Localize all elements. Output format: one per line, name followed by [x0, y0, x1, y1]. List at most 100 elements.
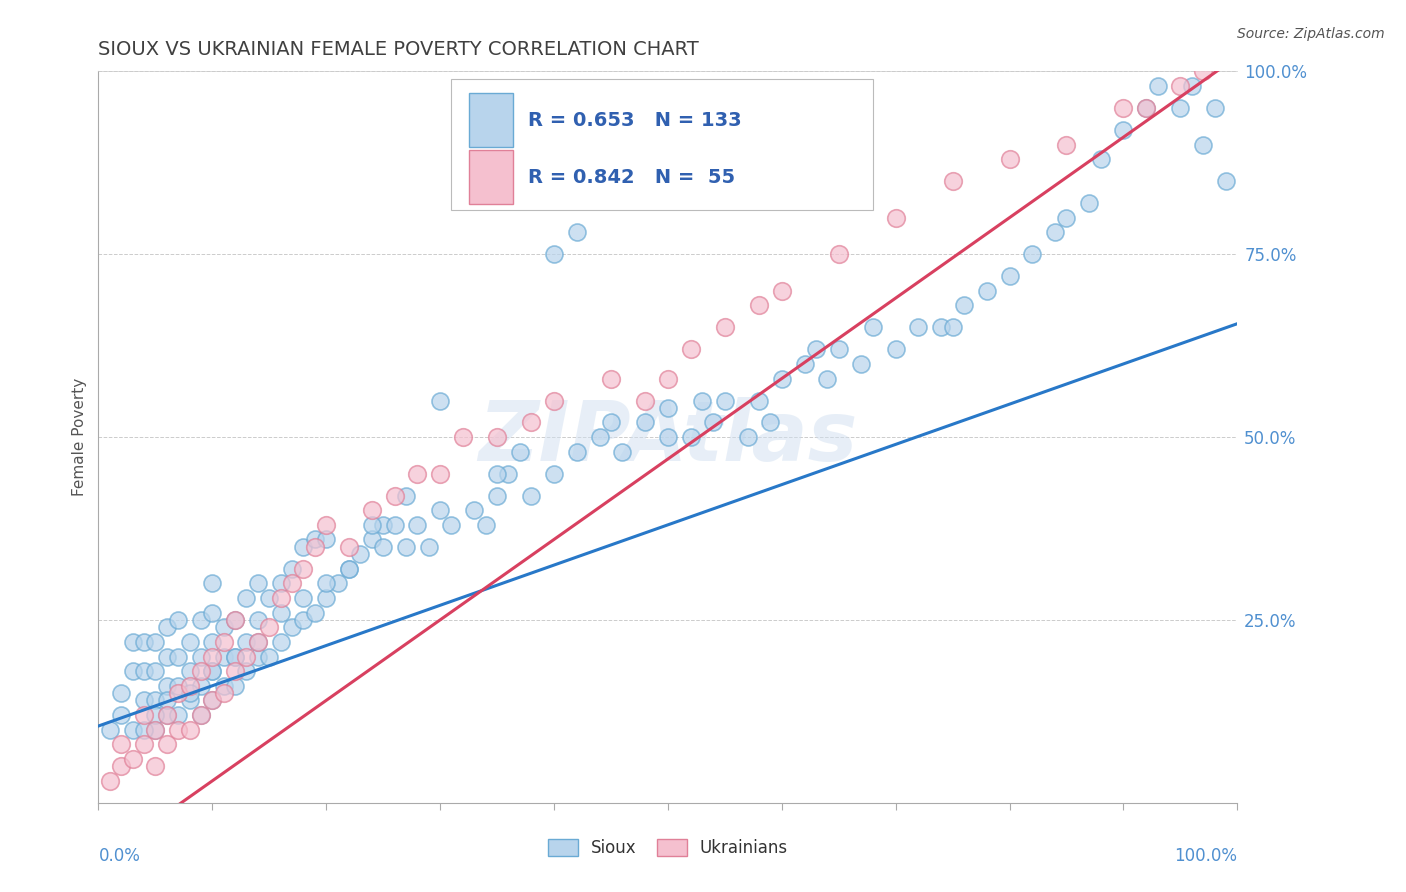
- Point: [1204, 101, 1226, 115]
- Point: [520, 489, 543, 503]
- Point: [657, 371, 679, 385]
- Legend: Sioux, Ukrainians: Sioux, Ukrainians: [541, 832, 794, 864]
- Point: [714, 320, 737, 334]
- Point: [714, 393, 737, 408]
- Point: [315, 533, 337, 547]
- Point: [156, 679, 179, 693]
- Point: [384, 517, 406, 532]
- Point: [759, 416, 782, 430]
- Point: [235, 649, 257, 664]
- Point: [953, 298, 976, 312]
- Point: [156, 649, 179, 664]
- Point: [565, 444, 588, 458]
- Point: [1021, 247, 1043, 261]
- Point: [815, 371, 838, 385]
- Point: [793, 357, 815, 371]
- Point: [179, 664, 201, 678]
- Point: [201, 649, 224, 664]
- Point: [121, 664, 143, 678]
- Point: [395, 540, 418, 554]
- Point: [851, 357, 873, 371]
- Point: [543, 393, 565, 408]
- Point: [270, 576, 292, 591]
- Point: [862, 320, 884, 334]
- Point: [509, 444, 531, 458]
- Text: R = 0.842   N =  55: R = 0.842 N = 55: [527, 168, 735, 187]
- Point: [804, 343, 827, 357]
- Point: [418, 540, 440, 554]
- Point: [167, 679, 190, 693]
- Point: [1170, 78, 1192, 93]
- Point: [246, 576, 269, 591]
- Point: [543, 247, 565, 261]
- Point: [132, 635, 155, 649]
- FancyBboxPatch shape: [468, 151, 513, 204]
- Point: [349, 547, 371, 561]
- Point: [190, 708, 212, 723]
- Point: [737, 430, 759, 444]
- Point: [1146, 78, 1168, 93]
- Point: [110, 737, 132, 751]
- Point: [167, 723, 190, 737]
- Point: [748, 393, 770, 408]
- Point: [976, 284, 998, 298]
- Point: [907, 320, 929, 334]
- Point: [770, 284, 793, 298]
- Point: [121, 723, 143, 737]
- Point: [292, 613, 315, 627]
- Point: [304, 533, 326, 547]
- Point: [657, 401, 679, 415]
- Point: [1181, 78, 1204, 93]
- Point: [167, 613, 190, 627]
- Point: [190, 613, 212, 627]
- Point: [690, 393, 713, 408]
- Point: [145, 664, 167, 678]
- Point: [463, 503, 485, 517]
- Point: [224, 649, 246, 664]
- Point: [1054, 137, 1078, 152]
- FancyBboxPatch shape: [451, 78, 873, 211]
- Point: [224, 613, 246, 627]
- Point: [98, 773, 121, 788]
- Point: [942, 320, 965, 334]
- Point: [360, 503, 382, 517]
- Point: [543, 467, 565, 481]
- Point: [634, 393, 657, 408]
- Point: [246, 635, 269, 649]
- Point: [212, 620, 235, 634]
- Point: [304, 540, 326, 554]
- Point: [167, 686, 190, 700]
- Point: [292, 591, 315, 605]
- Point: [281, 576, 304, 591]
- Text: SIOUX VS UKRAINIAN FEMALE POVERTY CORRELATION CHART: SIOUX VS UKRAINIAN FEMALE POVERTY CORREL…: [98, 39, 699, 59]
- Point: [281, 620, 304, 634]
- Point: [190, 664, 212, 678]
- Point: [270, 591, 292, 605]
- Point: [520, 416, 543, 430]
- Point: [600, 416, 623, 430]
- Point: [179, 635, 201, 649]
- Point: [748, 298, 770, 312]
- Point: [224, 613, 246, 627]
- Point: [600, 371, 623, 385]
- Point: [145, 693, 167, 707]
- Y-axis label: Female Poverty: Female Poverty: [72, 378, 87, 496]
- Point: [145, 635, 167, 649]
- Point: [395, 489, 418, 503]
- Point: [337, 562, 360, 576]
- Point: [384, 489, 406, 503]
- Point: [190, 708, 212, 723]
- Point: [679, 430, 702, 444]
- Point: [1170, 101, 1192, 115]
- Point: [371, 517, 394, 532]
- Point: [337, 540, 360, 554]
- Point: [190, 649, 212, 664]
- Point: [201, 693, 224, 707]
- Point: [156, 708, 179, 723]
- Point: [612, 444, 634, 458]
- Point: [292, 540, 315, 554]
- Point: [884, 343, 907, 357]
- Point: [1054, 211, 1078, 225]
- Point: [315, 591, 337, 605]
- Point: [270, 606, 292, 620]
